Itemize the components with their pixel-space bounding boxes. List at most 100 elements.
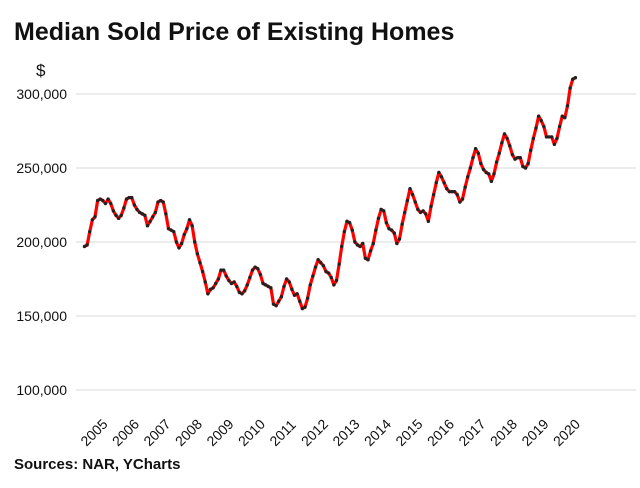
x-tick-label: 2014 <box>361 416 394 449</box>
data-point <box>466 175 470 179</box>
data-point <box>408 187 412 191</box>
data-point <box>502 132 507 136</box>
data-point <box>229 281 234 286</box>
data-point <box>240 292 244 296</box>
data-point <box>248 275 252 280</box>
data-point <box>534 126 538 130</box>
data-point <box>287 280 291 284</box>
data-point <box>111 209 116 213</box>
data-point <box>544 135 549 139</box>
data-point <box>455 192 459 197</box>
data-point <box>342 229 347 234</box>
data-point <box>452 189 457 194</box>
data-point <box>371 241 375 246</box>
data-point <box>274 303 278 308</box>
data-point <box>539 118 543 123</box>
data-point <box>536 114 541 118</box>
data-point <box>190 224 194 228</box>
data-point <box>489 179 494 184</box>
data-point <box>169 228 173 232</box>
data-point <box>363 256 368 260</box>
data-point <box>98 197 102 201</box>
data-point <box>431 192 436 197</box>
data-point <box>151 215 155 219</box>
data-point <box>542 124 546 129</box>
data-point <box>198 261 202 265</box>
x-tick-label: 2010 <box>235 416 268 449</box>
data-point <box>458 200 462 204</box>
x-tick-label: 2009 <box>203 416 236 449</box>
data-point <box>445 187 449 191</box>
data-point <box>148 219 152 223</box>
data-point <box>350 228 354 232</box>
data-point <box>224 274 228 278</box>
data-point <box>316 258 320 262</box>
data-point <box>101 198 105 203</box>
data-point <box>560 114 564 118</box>
x-tick-label: 2007 <box>140 416 173 449</box>
data-point <box>109 201 113 206</box>
data-point <box>284 277 289 281</box>
data-point <box>334 278 339 283</box>
x-tick-label: 2008 <box>172 416 205 449</box>
data-point <box>547 135 551 139</box>
data-point <box>471 155 475 160</box>
data-point <box>345 219 349 223</box>
data-point <box>405 198 410 203</box>
data-point <box>145 224 150 228</box>
data-point <box>216 277 221 281</box>
data-point <box>277 299 281 303</box>
data-point <box>571 77 575 81</box>
data-point <box>166 226 171 231</box>
data-point <box>487 172 491 176</box>
data-point <box>103 201 108 206</box>
data-point <box>565 104 570 108</box>
data-point <box>513 157 517 161</box>
data-point <box>473 147 478 151</box>
data-point <box>303 305 307 309</box>
data-point <box>245 283 249 287</box>
data-point <box>523 166 528 170</box>
data-point <box>555 136 559 141</box>
data-point <box>447 189 452 194</box>
data-point <box>340 244 344 249</box>
data-point <box>434 181 438 185</box>
data-point <box>384 221 389 225</box>
data-point <box>361 241 365 246</box>
data-point <box>500 141 504 145</box>
data-point <box>379 207 383 212</box>
data-point <box>122 206 126 210</box>
source-note: Sources: NAR, YCharts <box>14 456 181 473</box>
data-point <box>82 244 87 249</box>
data-point <box>200 269 205 274</box>
y-axis-label: $ <box>36 61 46 80</box>
data-point <box>421 209 425 213</box>
data-point <box>374 228 378 232</box>
data-point <box>497 151 501 155</box>
data-point <box>158 198 163 203</box>
data-point <box>282 284 286 289</box>
data-point <box>95 198 100 203</box>
data-point <box>531 136 536 141</box>
data-point <box>529 148 533 152</box>
data-point <box>313 265 318 269</box>
data-point <box>106 197 110 201</box>
data-point <box>182 232 186 237</box>
data-point <box>203 280 207 284</box>
data-point <box>269 286 273 290</box>
data-point <box>85 243 89 247</box>
data-point <box>552 142 557 147</box>
data-point <box>505 136 509 141</box>
data-point <box>424 212 428 216</box>
data-point <box>292 293 297 297</box>
data-point <box>526 161 530 166</box>
data-point <box>137 210 142 215</box>
data-point <box>93 215 97 219</box>
data-point <box>114 213 118 218</box>
data-point <box>389 228 394 232</box>
data-point <box>468 166 473 170</box>
data-point <box>156 200 160 204</box>
data-point <box>185 226 189 231</box>
x-tick-label: 2019 <box>518 416 551 449</box>
y-tick-label: 100,000 <box>16 382 67 398</box>
